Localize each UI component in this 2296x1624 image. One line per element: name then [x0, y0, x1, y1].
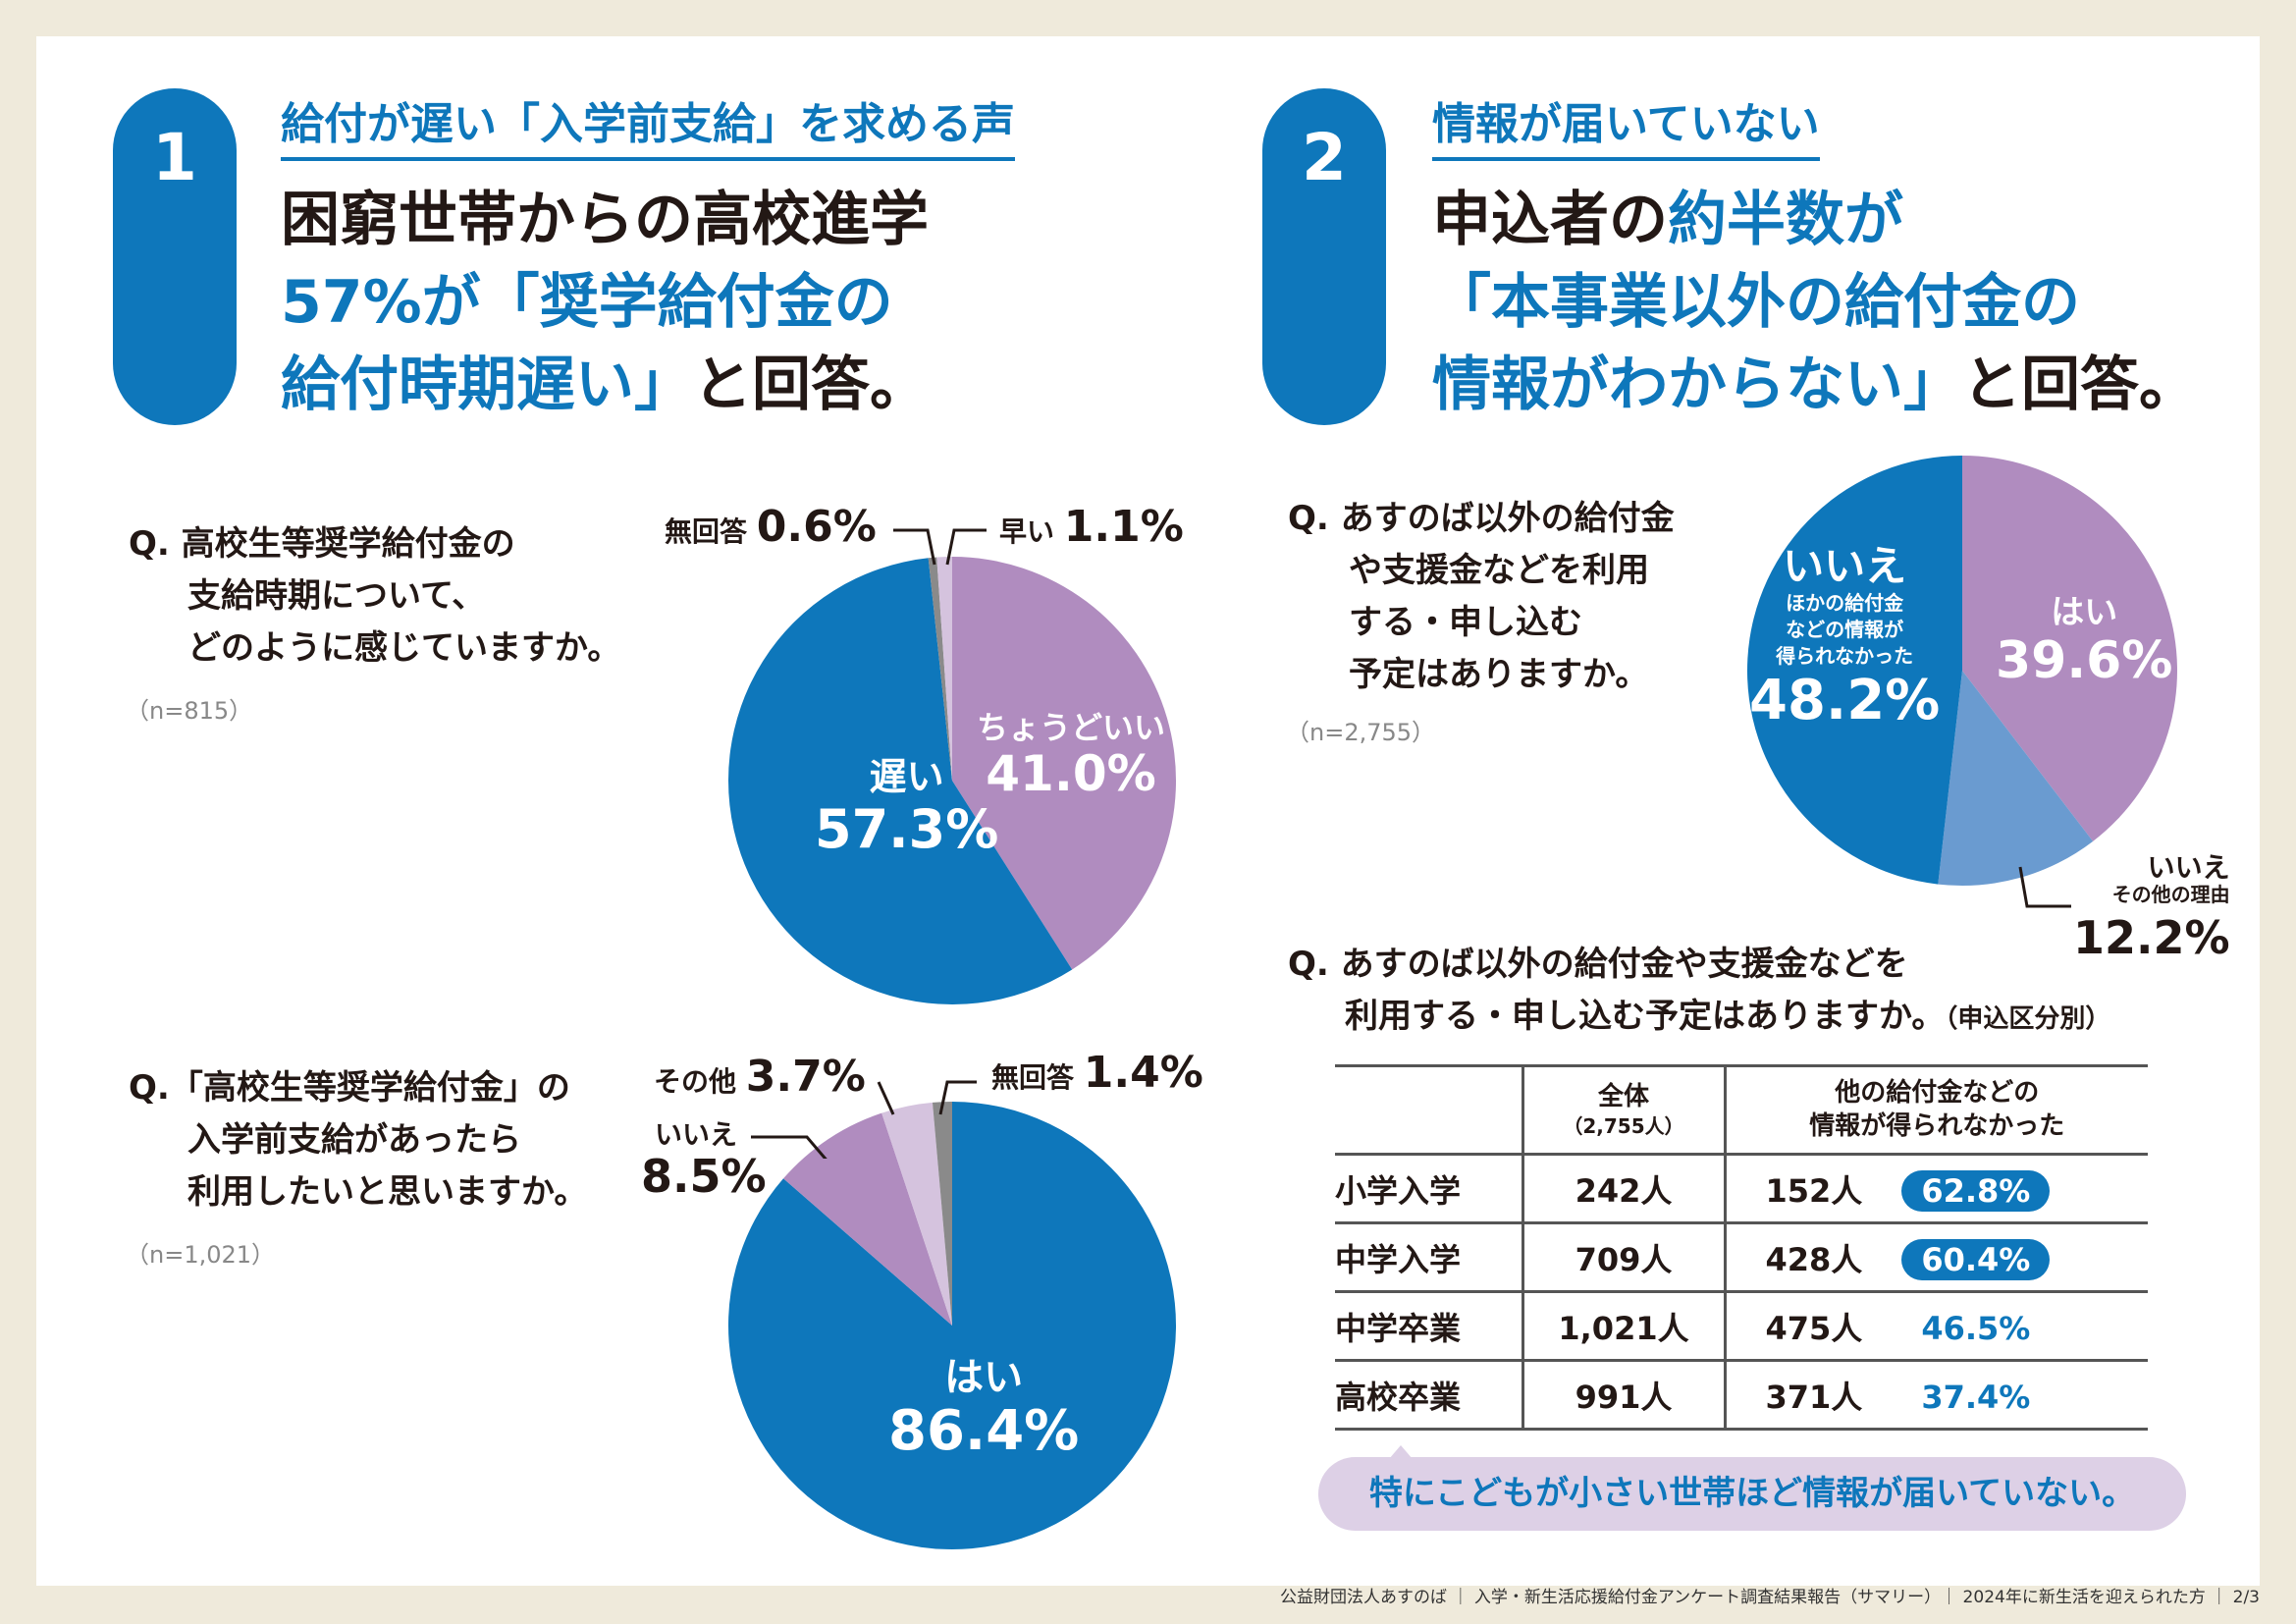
headline-highlight: 約半数が	[1668, 186, 1903, 254]
question-4: Q. あすのば以外の給付金や支援金などを 利用する・申し込む予定はありますか。（…	[1288, 939, 2110, 1046]
pie-slice	[1938, 671, 2094, 886]
slice-label-outside: 無回答 0.6%	[665, 502, 877, 552]
section-subtitle: 情報が届いていない	[1432, 88, 1820, 161]
result-cell: 152人 62.8%	[1723, 1154, 2148, 1224]
question-line: 入学前支給があったら	[187, 1120, 521, 1160]
question-line: Q. あすのば以外の給付金	[1288, 499, 1675, 538]
percent-value: 46.5%	[1921, 1309, 2031, 1347]
slice-label-outside: 早い 1.1%	[999, 502, 1184, 552]
row-label: 中学入学	[1335, 1222, 1522, 1293]
table-row: 小学入学 242人 152人 62.8%	[1335, 1154, 2148, 1224]
table-header: 他の給付金などの 情報が得られなかった	[1723, 1064, 2148, 1156]
question-line: する・申し込む	[1349, 603, 1582, 642]
slice-label-outside: いいえ 8.5%	[641, 1118, 767, 1204]
total-cell: 242人	[1521, 1154, 1725, 1224]
row-label: 中学卒業	[1335, 1291, 1522, 1362]
section-subtitle: 給付が遅い「入学前支給」を求める声	[281, 88, 1015, 161]
percent-value: 37.4%	[1921, 1378, 2031, 1416]
section-headline: 申込者の約半数が 「本事業以外の給付金の 情報がわからない」と回答。	[1432, 179, 2198, 426]
section-number-badge: 1	[113, 88, 237, 425]
pie-slice	[783, 1112, 952, 1326]
table-header: 全体 （2,755人）	[1521, 1064, 1725, 1156]
headline-highlight: 情報がわからない」	[1432, 351, 1962, 419]
question-line: どのように感じていますか。	[187, 628, 621, 668]
headline-line: 「本事業以外の給付金の	[1432, 268, 2080, 337]
headline-text: と回答。	[693, 351, 929, 419]
question-line: Q.「高校生等奨学給付金」の	[129, 1068, 570, 1108]
total-cell: 1,021人	[1521, 1291, 1725, 1362]
slice-label-outside: いいえ その他の理由 12.2%	[2073, 851, 2230, 965]
table-row: 中学入学 709人 428人 60.4%	[1335, 1222, 2148, 1293]
total-cell: 709人	[1521, 1222, 1725, 1293]
row-label: 小学入学	[1335, 1154, 1522, 1224]
pie-slice	[952, 557, 1177, 970]
question-line: や支援金などを利用	[1349, 551, 1649, 590]
slice-label-outside: 無回答 1.4%	[991, 1048, 1203, 1098]
question-suffix: （申込区分別）	[1945, 1004, 2111, 1034]
section-headline: 困窮世帯からの高校進学 57%が「奨学給付金の 給付時期遅い」と回答。	[281, 179, 929, 426]
breakdown-table: 全体 （2,755人） 他の給付金などの 情報が得られなかった 小学入学 242人 15…	[1335, 1064, 2148, 1431]
slice-label: はい 86.4%	[888, 1355, 1080, 1463]
slice-label: はい 39.6%	[1996, 593, 2173, 691]
question-line: Q. あすのば以外の給付金や支援金などを	[1288, 945, 1908, 984]
headline-highlight: 給付時期遅い」	[281, 351, 693, 419]
pie-slice	[936, 557, 952, 781]
row-label: 高校卒業	[1335, 1360, 1522, 1431]
slice-label-outside: その他 3.7%	[654, 1052, 866, 1102]
slice-label: いいえ ほかの給付金 などの情報が 得られなかった 48.2%	[1749, 542, 1941, 733]
slice-sublabel: ほかの給付金 などの情報が 得られなかった	[1776, 591, 1914, 669]
table-header-row: 全体 （2,755人） 他の給付金などの 情報が得られなかった	[1335, 1064, 2148, 1156]
percent-highlight: 62.8%	[1901, 1169, 2051, 1212]
pie-slice	[928, 557, 952, 781]
question-line: Q. 高校生等奨学給付金の	[129, 524, 515, 564]
table-row: 高校卒業 991人 371人 37.4%	[1335, 1360, 2148, 1431]
percent-highlight: 60.4%	[1901, 1238, 2051, 1280]
headline-line: 57%が「奨学給付金の	[281, 268, 893, 337]
pie-slice	[1962, 456, 2177, 841]
headline-line: 困窮世帯からの高校進学	[281, 186, 929, 254]
pie-slice	[881, 1102, 952, 1326]
pie-chart-other-benefits	[1747, 456, 2177, 886]
sample-size: （n=1,021）	[126, 1241, 276, 1269]
sample-size: （n=2,755）	[1286, 719, 1436, 746]
question-line: 利用したいと思いますか。	[187, 1172, 588, 1212]
headline-text: と回答。	[1962, 351, 2198, 419]
pie-chart-pre-payment	[728, 1102, 1176, 1549]
question-1: Q. 高校生等奨学給付金の 支給時期について、 どのように感じていますか。	[129, 518, 620, 675]
section-number-badge: 2	[1262, 88, 1386, 425]
table-header	[1335, 1064, 1522, 1156]
table-row: 中学卒業 1,021人 475人 46.5%	[1335, 1291, 2148, 1362]
pie-slice	[728, 558, 1073, 1004]
callout-bubble: 特にこどもが小さい世帯ほど情報が届いていない。	[1318, 1445, 2186, 1531]
question-2: Q.「高校生等奨学給付金」の 入学前支給があったら 利用したいと思いますか。	[129, 1062, 587, 1218]
result-cell: 371人 37.4%	[1723, 1360, 2148, 1431]
question-3: Q. あすのば以外の給付金 や支援金などを利用 する・申し込む 予定はありますか…	[1288, 493, 1675, 701]
result-cell: 475人 46.5%	[1723, 1291, 2148, 1362]
slice-label: 遅い 57.3%	[815, 755, 999, 860]
pie-slice	[932, 1102, 952, 1326]
leader-line	[2018, 866, 2071, 908]
footer: 公益財団法人あすのば ｜ 入学・新生活応援給付金アンケート調査結果報告（サマリー…	[1280, 1588, 2260, 1607]
pie-slice	[1747, 456, 1962, 885]
question-line: 支給時期について、	[187, 576, 486, 616]
question-line: 利用する・申し込む予定はありますか。	[1345, 997, 1946, 1036]
headline-text: 申込者の	[1432, 186, 1668, 254]
pie-chart-timing	[728, 557, 1177, 1004]
total-cell: 991人	[1521, 1360, 1725, 1431]
leader-lines	[751, 1080, 977, 1159]
leader-lines	[893, 528, 987, 566]
question-line: 予定はありますか。	[1349, 655, 1649, 694]
sample-size: （n=815）	[126, 697, 253, 725]
result-cell: 428人 60.4%	[1723, 1222, 2148, 1293]
slice-label: ちょうどいい 41.0%	[977, 709, 1166, 802]
